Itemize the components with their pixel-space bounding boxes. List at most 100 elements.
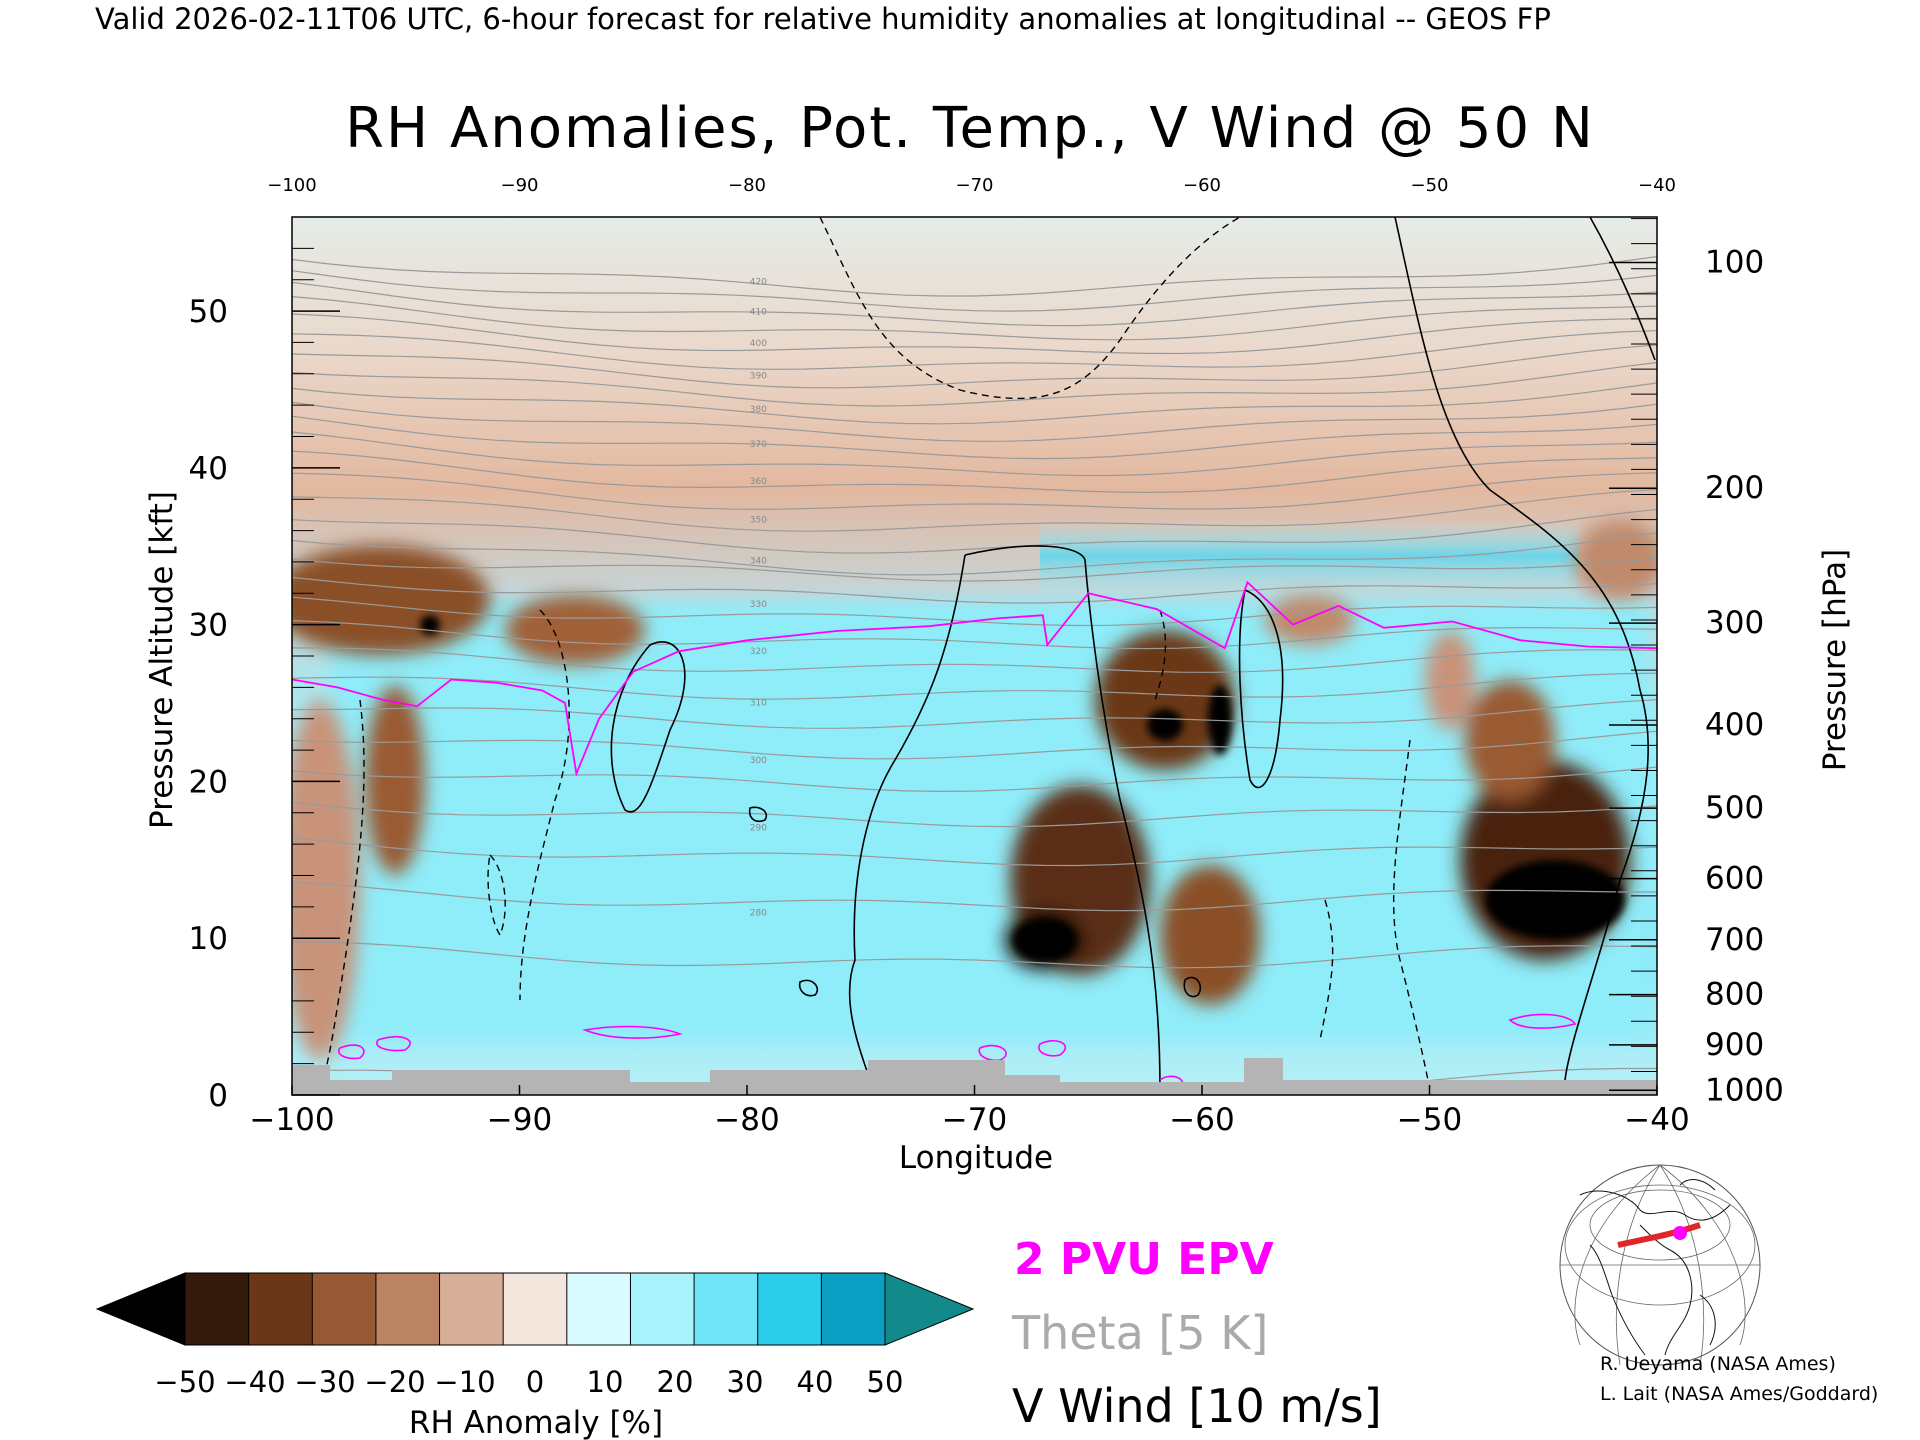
pressure-tick-label: 400 xyxy=(1705,707,1764,743)
wind-contour-solid-3 xyxy=(964,545,1161,1091)
y-axis-label-right: Pressure [hPa] xyxy=(1817,549,1853,771)
theta-line xyxy=(292,344,1657,389)
theta-line xyxy=(292,881,1657,912)
wind-contour-solid-8 xyxy=(798,979,819,997)
colorbar-swatch xyxy=(248,1273,313,1345)
legend-theta: Theta [5 K] xyxy=(1011,1306,1268,1360)
theta-label: 290 xyxy=(750,823,767,833)
theta-line xyxy=(292,941,1657,969)
x-top-axis: −100 −90 −80 −70 −60 −50 −40 xyxy=(267,175,1676,196)
theta-line xyxy=(292,431,1657,477)
location-map-inset xyxy=(1559,1164,1761,1366)
pressure-tick-label: 600 xyxy=(1705,861,1764,897)
wind-contour-solid-1 xyxy=(1394,217,1649,1081)
x-top-tick-label: −50 xyxy=(1411,175,1449,196)
chart-title: RH Anomalies, Pot. Temp., V Wind @ 50 N xyxy=(345,96,1595,161)
colorbar-tick-label: −50 xyxy=(154,1365,215,1399)
v-wind-contours xyxy=(610,217,1656,1091)
theta-line xyxy=(292,330,1657,370)
colorbar-label: RH Anomaly [%] xyxy=(409,1405,663,1440)
theta-line xyxy=(292,488,1657,532)
x-top-tick-label: −80 xyxy=(728,175,766,196)
x-tick-label: −90 xyxy=(487,1102,552,1138)
y-axis-label-left: Pressure Altitude [kft] xyxy=(144,491,180,829)
credit-2: L. Lait (NASA Ames/Goddard) xyxy=(1600,1383,1878,1405)
theta-line xyxy=(292,766,1657,793)
colorbar-tick-label: −10 xyxy=(434,1365,495,1399)
dry-anomaly-cores xyxy=(420,615,1625,962)
colorbar-swatch xyxy=(375,1273,441,1345)
pressure-tick-label: 500 xyxy=(1705,790,1764,826)
theta-line xyxy=(292,313,1657,355)
colorbar-swatch xyxy=(630,1273,695,1345)
theta-line xyxy=(292,557,1657,582)
colorbar-swatch xyxy=(821,1273,886,1345)
colorbar-tick-label: 20 xyxy=(657,1365,694,1399)
theta-label: 320 xyxy=(750,647,767,657)
colorbar-tick-label: −30 xyxy=(294,1365,355,1399)
x-top-tick-label: −70 xyxy=(956,175,994,196)
theta-label: 410 xyxy=(750,308,767,318)
theta-line xyxy=(292,801,1657,828)
colorbar-swatch xyxy=(185,1273,250,1345)
colorbar-tick-label: 30 xyxy=(727,1365,764,1399)
theta-line xyxy=(292,296,1657,341)
legend-v-wind: V Wind [10 m/s] xyxy=(1012,1379,1382,1433)
colorbar-swatch xyxy=(439,1273,504,1345)
x-top-tick-label: −40 xyxy=(1638,175,1676,196)
x-tick-label: −70 xyxy=(942,1102,1007,1138)
pvu-2-line xyxy=(292,580,1657,777)
colorbar: −50 −40 −30 −20 −10 0 10 20 30 40 50 xyxy=(95,1272,975,1399)
theta-line xyxy=(292,730,1657,760)
theta-label: 370 xyxy=(750,440,767,450)
theta-line xyxy=(292,256,1657,297)
colorbar-tick-label: −20 xyxy=(364,1365,425,1399)
y-tick-label: 0 xyxy=(208,1078,228,1114)
wind-contour-solid-6 xyxy=(610,641,686,813)
x-tick-label: −40 xyxy=(1624,1102,1689,1138)
pvu-low-loop-6 xyxy=(1508,1013,1577,1029)
x-axis: −100 −90 −80 −70 −60 −50 −40 xyxy=(249,1085,1690,1138)
pressure-tick-label: 1000 xyxy=(1705,1072,1784,1108)
v-wind-contours-negative xyxy=(319,217,1431,1091)
pvu-low-loop-1 xyxy=(338,1044,365,1060)
pressure-tick-label: 100 xyxy=(1705,244,1764,280)
y-tick-label: 10 xyxy=(189,921,228,957)
theta-label: 360 xyxy=(750,477,767,487)
theta-label: 330 xyxy=(750,600,767,610)
theta-line xyxy=(292,281,1657,327)
wind-contour-solid-9 xyxy=(1183,976,1202,998)
y-minor-left xyxy=(292,247,314,1065)
theta-label: 280 xyxy=(750,909,767,919)
x-top-tick-label: −100 xyxy=(267,175,316,196)
theta-line xyxy=(292,401,1657,442)
theta-line xyxy=(292,532,1657,576)
x-tick-label: −80 xyxy=(714,1102,779,1138)
wind-contour-dashed-1 xyxy=(819,217,1241,400)
wind-contour-solid-2 xyxy=(1589,217,1656,361)
y-minor-right xyxy=(1631,218,1657,1072)
x-axis-label: Longitude xyxy=(899,1140,1053,1176)
theta-label: 380 xyxy=(750,405,767,415)
x-tick-label: −60 xyxy=(1169,1102,1234,1138)
colorbar-frame xyxy=(184,1272,886,1346)
wind-contour-solid-7 xyxy=(748,806,768,823)
colorbar-tick-label: 10 xyxy=(587,1365,624,1399)
y-tick-label: 30 xyxy=(189,608,228,644)
x-tick-label: −100 xyxy=(249,1102,334,1138)
theta-line xyxy=(292,472,1657,510)
theta-line xyxy=(292,576,1657,604)
theta-label: 390 xyxy=(750,371,767,381)
theta-label: 340 xyxy=(750,556,767,566)
theta-line xyxy=(292,837,1657,867)
theta-label: 420 xyxy=(750,277,767,287)
colorbar-swatch xyxy=(312,1273,377,1345)
supertitle: Valid 2026-02-11T06 UTC, 6-hour forecast… xyxy=(95,2,1551,36)
legend-pvu: 2 PVU EPV xyxy=(1014,1234,1274,1285)
colorbar-tick-label: 40 xyxy=(797,1365,834,1399)
theta-line xyxy=(292,508,1657,554)
wind-contour-dashed-6 xyxy=(1319,899,1334,1041)
pressure-tick-label: 800 xyxy=(1705,977,1764,1013)
y-tick-label: 50 xyxy=(189,294,228,330)
